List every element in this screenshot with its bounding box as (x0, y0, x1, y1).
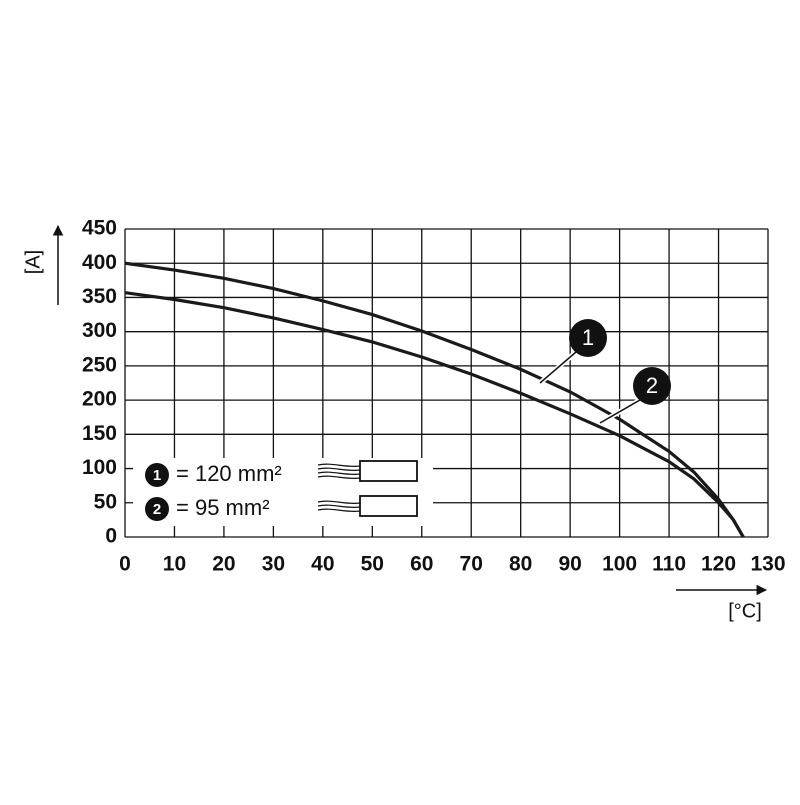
x-tick-label: 60 (410, 553, 433, 576)
legend-label: = 95 mm² (176, 495, 270, 520)
wire-icon (317, 460, 418, 517)
y-tick-label: 200 (82, 388, 117, 411)
y-tick-label: 400 (82, 251, 117, 274)
y-tick-label: 300 (82, 319, 117, 342)
x-axis-label: [°C] (728, 600, 762, 622)
callout-leader (599, 399, 641, 424)
y-tick-label: 150 (82, 422, 117, 445)
x-tick-label: 90 (558, 553, 581, 576)
callout-badge (569, 319, 607, 357)
legend-badge (145, 463, 169, 487)
legend-number: 1 (153, 467, 161, 484)
callout-number: 2 (646, 373, 658, 398)
x-tick-label: 70 (460, 553, 483, 576)
y-tick-label: 50 (94, 490, 117, 513)
x-tick-label: 50 (361, 553, 384, 576)
x-tick-label: 0 (119, 553, 131, 576)
y-tick-label: 350 (82, 285, 117, 308)
x-tick-label: 130 (750, 553, 785, 576)
callout-leader (539, 351, 577, 384)
line (124, 291, 745, 538)
legend-badge (145, 497, 169, 521)
x-tick-label: 30 (262, 553, 285, 576)
y-tick-label: 450 (82, 217, 117, 240)
x-tick-label: 10 (163, 553, 186, 576)
y-axis-label: [A] (22, 250, 44, 274)
x-tick-label: 120 (701, 553, 736, 576)
x-tick-label: 20 (212, 553, 235, 576)
x-tick-label: 40 (311, 553, 334, 576)
y-tick-label: 250 (82, 353, 117, 376)
y-tick-label: 0 (105, 525, 117, 548)
legend-number: 2 (153, 501, 161, 518)
callout-number: 1 (582, 325, 594, 350)
y-tick-label: 100 (82, 456, 117, 479)
callout-badge (633, 367, 671, 405)
legend-label: = 120 mm² (176, 461, 282, 486)
x-tick-label: 100 (602, 553, 637, 576)
x-tick-label: 80 (509, 553, 532, 576)
x-tick-label: 110 (652, 553, 686, 576)
line (124, 261, 745, 538)
